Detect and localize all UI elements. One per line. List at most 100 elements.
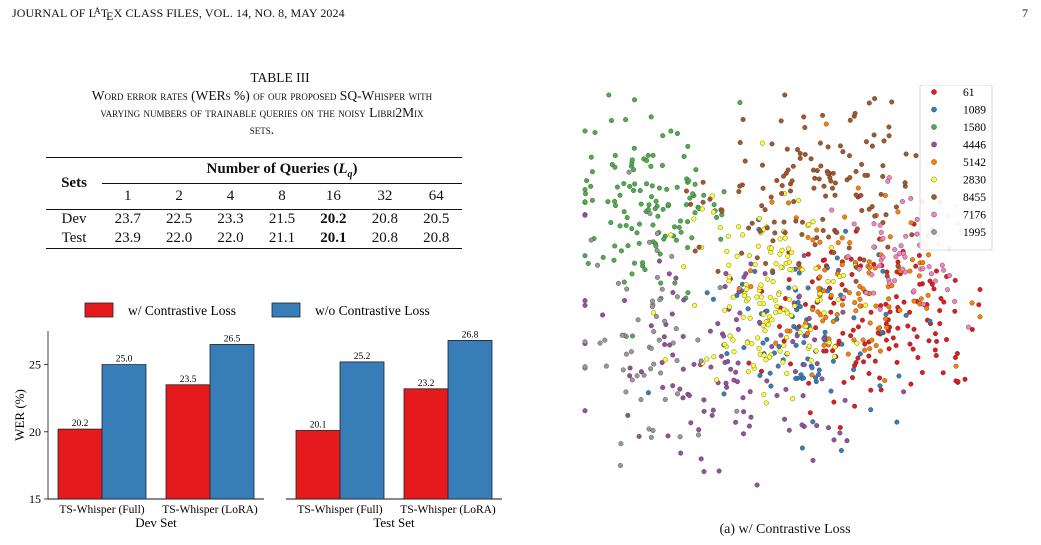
- scatter-point: [670, 383, 676, 389]
- scatter-point: [823, 121, 829, 127]
- scatter-point: [730, 337, 736, 343]
- scatter-point: [722, 307, 728, 313]
- scatter-point: [716, 468, 722, 474]
- scatter-point: [909, 232, 915, 238]
- scatter-point: [886, 133, 892, 139]
- scatter-point: [801, 253, 807, 259]
- bar: [101, 364, 147, 500]
- scatter-point: [776, 344, 782, 349]
- scatter-point: [830, 319, 836, 324]
- scatter-legend-label: 4446: [963, 140, 986, 152]
- scatter-point: [796, 293, 802, 299]
- scatter-point: [783, 386, 789, 392]
- scatter-point: [715, 268, 721, 274]
- scatter-point: [895, 209, 901, 215]
- scatter-point: [600, 254, 606, 260]
- scatter-point: [844, 438, 850, 444]
- scatter-point: [947, 273, 952, 278]
- scatter-point: [868, 407, 874, 413]
- scatter-legend-label: 61: [963, 87, 975, 99]
- scatter-point: [617, 192, 623, 198]
- scatter-point: [582, 253, 588, 259]
- table-cell: 20.1: [320, 230, 347, 246]
- scatter-point: [711, 354, 717, 360]
- scatter-point: [901, 389, 907, 395]
- scatter-point: [669, 253, 675, 259]
- scatter-point: [881, 138, 887, 144]
- scatter-point: [851, 221, 857, 227]
- scatter-point: [778, 264, 784, 270]
- scatter-point: [625, 243, 631, 249]
- scatter-point: [841, 379, 847, 385]
- bar: [295, 430, 341, 500]
- scatter-point: [777, 236, 783, 242]
- scatter-point: [931, 286, 937, 292]
- scatter-point: [869, 337, 875, 343]
- scatter-point: [695, 337, 701, 343]
- scatter-point: [731, 349, 737, 355]
- scatter-point: [896, 251, 902, 257]
- scatter-point: [811, 167, 816, 173]
- scatter-point: [880, 174, 886, 179]
- scatter-point: [680, 366, 686, 372]
- scatter-point: [866, 259, 872, 265]
- scatter-point: [907, 341, 913, 347]
- scatter-point: [782, 92, 788, 98]
- scatter-point: [878, 229, 884, 235]
- scatter-point: [793, 376, 799, 381]
- scatter-point: [830, 348, 836, 354]
- scatter-point: [878, 191, 884, 197]
- scatter-point: [910, 346, 916, 352]
- scatter-point: [945, 287, 950, 293]
- scatter-point: [777, 348, 783, 354]
- scatter-point: [623, 117, 629, 123]
- scatter-point: [832, 354, 837, 360]
- scatter-point: [955, 379, 961, 385]
- x-axis-label: Dev Set: [135, 515, 177, 530]
- scatter-point: [866, 371, 872, 376]
- scatter-point: [813, 375, 819, 381]
- bar: [57, 428, 103, 500]
- scatter-point: [857, 296, 863, 302]
- scatter-point: [686, 393, 692, 398]
- scatter-point: [769, 245, 774, 251]
- scatter-point: [814, 361, 820, 367]
- sets-header: Sets: [61, 175, 87, 191]
- scatter-point: [726, 274, 732, 280]
- scatter-point: [771, 219, 777, 225]
- scatter-point: [872, 358, 878, 364]
- scatter-point: [589, 197, 595, 203]
- scatter-point: [733, 317, 739, 323]
- scatter-point: [645, 153, 651, 158]
- scatter-point: [700, 199, 706, 205]
- caption-line-2: varying numbers of trainable queries on …: [100, 105, 424, 120]
- scatter-point: [767, 354, 773, 360]
- scatter-point: [859, 317, 865, 323]
- scatter-point: [852, 363, 858, 368]
- scatter-point: [798, 372, 804, 378]
- scatter-point: [624, 215, 630, 221]
- scatter-point: [651, 329, 657, 335]
- scatter-point: [681, 297, 687, 303]
- scatter-point: [940, 370, 946, 376]
- scatter-point: [637, 221, 642, 227]
- scatter-point: [857, 351, 863, 357]
- bar-value-label: 20.1: [310, 420, 327, 430]
- bar: [339, 361, 385, 500]
- scatter-legend-marker: [931, 106, 937, 113]
- scatter-point: [807, 410, 813, 416]
- latex-t: T: [100, 6, 109, 20]
- scatter-point: [740, 232, 746, 238]
- scatter-point: [689, 235, 695, 241]
- scatter-point: [809, 279, 815, 285]
- scatter-point: [867, 265, 873, 271]
- scatter-point: [781, 343, 787, 349]
- scatter-point: [765, 322, 771, 328]
- scatter-point: [845, 351, 851, 357]
- scatter-point: [649, 304, 655, 310]
- scatter-point: [808, 327, 814, 332]
- scatter-point: [777, 309, 783, 314]
- scatter-point: [805, 285, 811, 291]
- column-header: 32: [377, 188, 393, 204]
- scatter-point: [830, 185, 835, 191]
